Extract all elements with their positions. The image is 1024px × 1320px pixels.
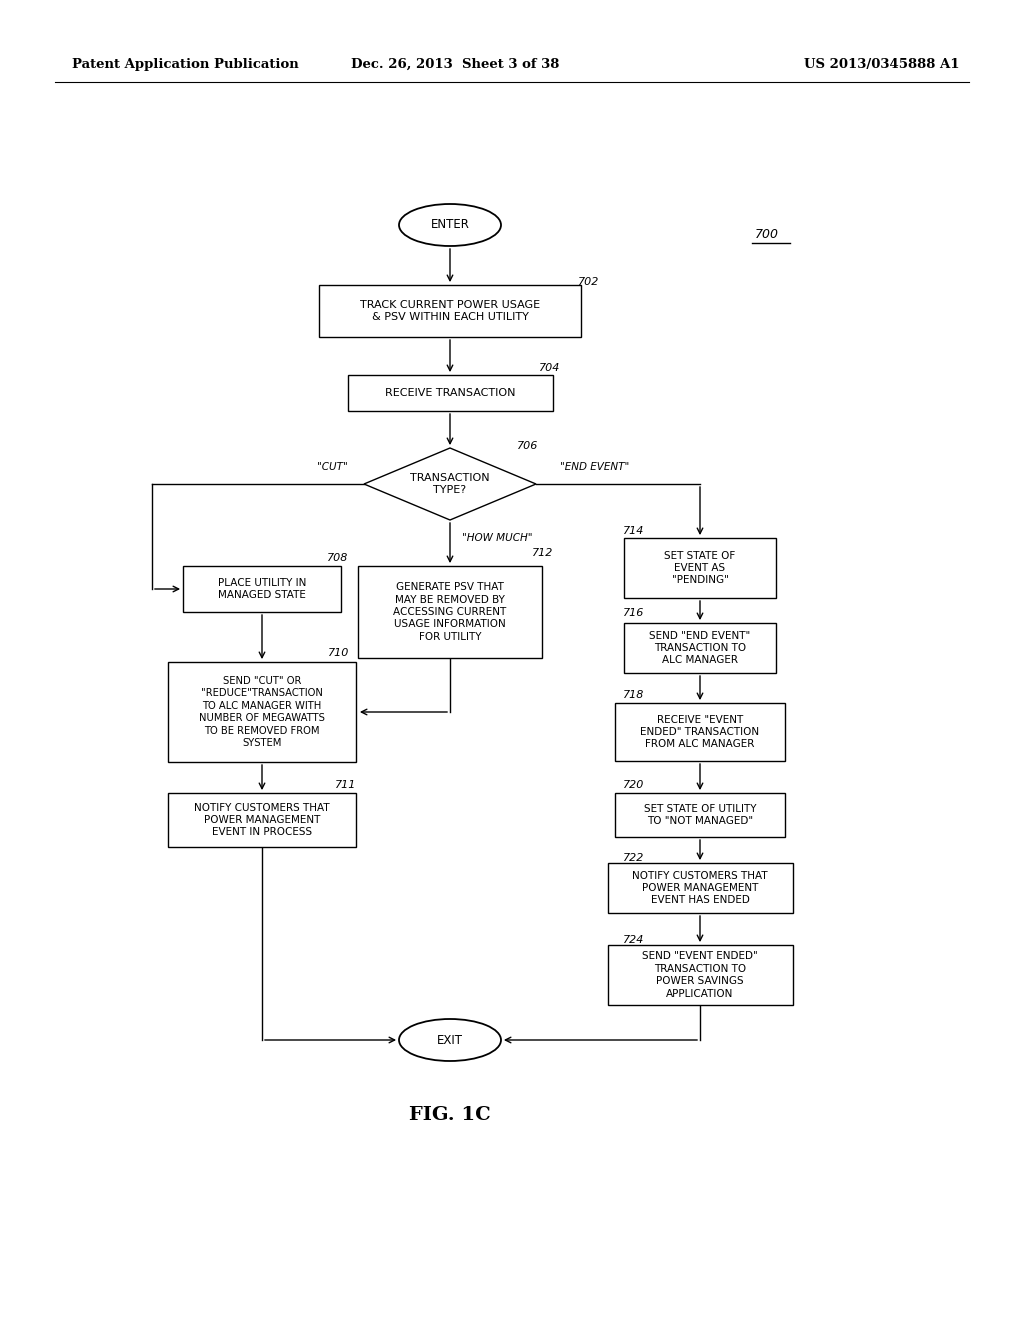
Text: EXIT: EXIT xyxy=(437,1034,463,1047)
Text: FIG. 1C: FIG. 1C xyxy=(410,1106,490,1125)
Text: NOTIFY CUSTOMERS THAT
POWER MANAGEMENT
EVENT HAS ENDED: NOTIFY CUSTOMERS THAT POWER MANAGEMENT E… xyxy=(632,871,768,906)
Text: SEND "CUT" OR
"REDUCE"TRANSACTION
TO ALC MANAGER WITH
NUMBER OF MEGAWATTS
TO BE : SEND "CUT" OR "REDUCE"TRANSACTION TO ALC… xyxy=(199,676,325,748)
Text: TRACK CURRENT POWER USAGE
& PSV WITHIN EACH UTILITY: TRACK CURRENT POWER USAGE & PSV WITHIN E… xyxy=(360,300,540,322)
Text: US 2013/0345888 A1: US 2013/0345888 A1 xyxy=(805,58,961,71)
Text: 724: 724 xyxy=(623,935,644,945)
Text: "END EVENT": "END EVENT" xyxy=(560,462,630,473)
Ellipse shape xyxy=(399,205,501,246)
Ellipse shape xyxy=(399,1019,501,1061)
Bar xyxy=(607,863,793,913)
Text: "HOW MUCH": "HOW MUCH" xyxy=(462,533,532,543)
Bar xyxy=(168,793,356,847)
Text: "CUT": "CUT" xyxy=(317,462,348,473)
Text: RECEIVE TRANSACTION: RECEIVE TRANSACTION xyxy=(385,388,515,399)
Text: 718: 718 xyxy=(623,690,644,700)
Text: ENTER: ENTER xyxy=(430,219,469,231)
Text: PLACE UTILITY IN
MANAGED STATE: PLACE UTILITY IN MANAGED STATE xyxy=(218,578,306,601)
Text: SEND "END EVENT"
TRANSACTION TO
ALC MANAGER: SEND "END EVENT" TRANSACTION TO ALC MANA… xyxy=(649,631,751,665)
Text: 710: 710 xyxy=(328,648,349,657)
Text: NOTIFY CUSTOMERS THAT
POWER MANAGEMENT
EVENT IN PROCESS: NOTIFY CUSTOMERS THAT POWER MANAGEMENT E… xyxy=(195,803,330,837)
Text: 716: 716 xyxy=(623,609,644,618)
Text: 702: 702 xyxy=(578,277,599,286)
Text: 706: 706 xyxy=(517,441,539,451)
Text: Dec. 26, 2013  Sheet 3 of 38: Dec. 26, 2013 Sheet 3 of 38 xyxy=(351,58,559,71)
Text: Patent Application Publication: Patent Application Publication xyxy=(72,58,299,71)
Text: SET STATE OF UTILITY
TO "NOT MANAGED": SET STATE OF UTILITY TO "NOT MANAGED" xyxy=(644,804,757,826)
Text: GENERATE PSV THAT
MAY BE REMOVED BY
ACCESSING CURRENT
USAGE INFORMATION
FOR UTIL: GENERATE PSV THAT MAY BE REMOVED BY ACCE… xyxy=(393,582,507,642)
Text: 708: 708 xyxy=(327,553,348,564)
Text: 711: 711 xyxy=(335,780,356,789)
Text: 722: 722 xyxy=(623,853,644,863)
Bar xyxy=(607,945,793,1005)
Text: RECEIVE "EVENT
ENDED" TRANSACTION
FROM ALC MANAGER: RECEIVE "EVENT ENDED" TRANSACTION FROM A… xyxy=(640,714,760,750)
Text: SET STATE OF
EVENT AS
"PENDING": SET STATE OF EVENT AS "PENDING" xyxy=(665,550,735,585)
Text: 700: 700 xyxy=(755,228,779,242)
Text: SEND "EVENT ENDED"
TRANSACTION TO
POWER SAVINGS
APPLICATION: SEND "EVENT ENDED" TRANSACTION TO POWER … xyxy=(642,952,758,999)
Text: 712: 712 xyxy=(532,548,553,558)
Bar xyxy=(615,704,785,762)
Text: TRANSACTION
TYPE?: TRANSACTION TYPE? xyxy=(411,473,489,495)
Bar xyxy=(624,539,776,598)
Text: 704: 704 xyxy=(539,363,560,374)
Bar xyxy=(624,623,776,673)
Bar xyxy=(615,793,785,837)
Text: 720: 720 xyxy=(623,780,644,789)
Bar xyxy=(168,663,356,762)
Polygon shape xyxy=(364,447,536,520)
Text: 714: 714 xyxy=(623,525,644,536)
Bar xyxy=(347,375,553,411)
Bar xyxy=(358,566,542,657)
Bar xyxy=(183,566,341,612)
Bar xyxy=(319,285,581,337)
